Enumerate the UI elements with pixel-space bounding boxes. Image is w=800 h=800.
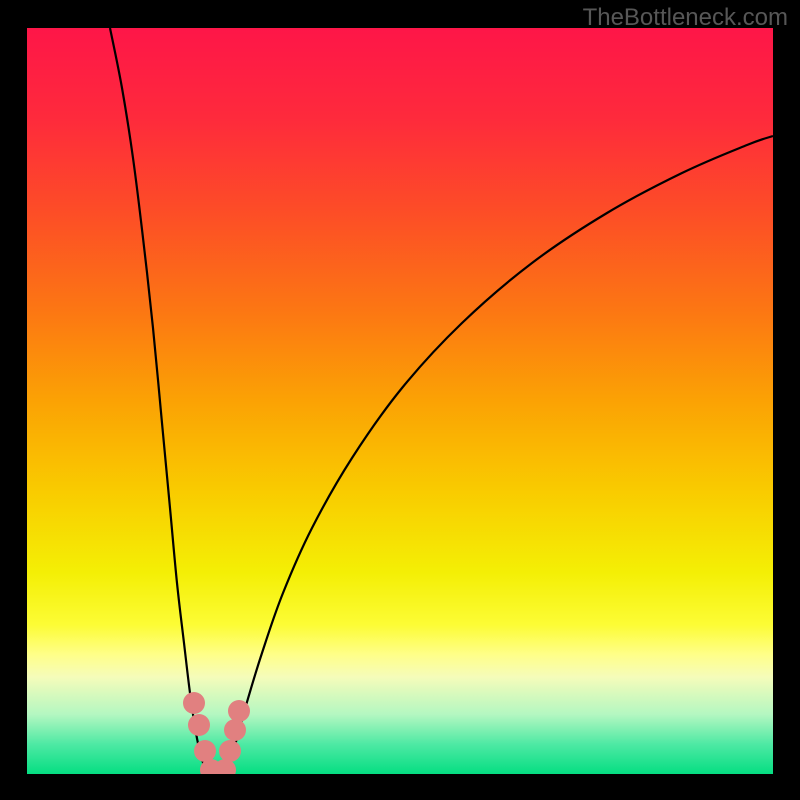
marker-point	[194, 740, 216, 762]
chart-container: TheBottleneck.com	[0, 0, 800, 800]
marker-point	[219, 740, 241, 762]
plot-area	[27, 28, 773, 774]
marker-point	[183, 692, 205, 714]
marker-point	[224, 719, 246, 741]
plot-background	[27, 28, 773, 774]
marker-point	[228, 700, 250, 722]
marker-point	[188, 714, 210, 736]
